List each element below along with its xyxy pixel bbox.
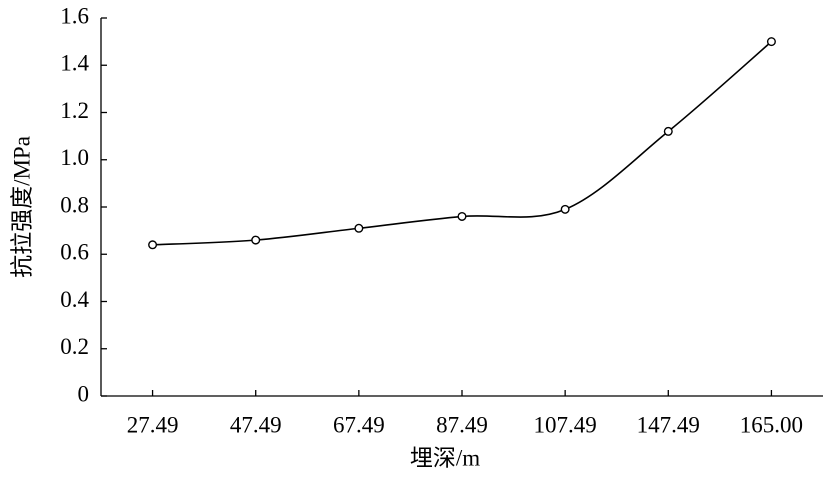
marker: [148, 240, 158, 250]
x-tick-label: 107.49: [534, 412, 597, 437]
marker: [766, 37, 776, 47]
y-tick-label: 1.4: [60, 51, 89, 76]
y-tick-label: 0: [78, 381, 90, 406]
marker: [251, 235, 261, 245]
y-tick-label: 0.8: [60, 192, 89, 217]
x-tick-label: 27.49: [127, 412, 179, 437]
x-axis-label: 埋深/m: [410, 445, 480, 470]
marker: [354, 223, 364, 233]
y-tick-label: 0.4: [60, 287, 89, 312]
y-tick-label: 1.6: [60, 3, 89, 28]
marker: [663, 126, 673, 136]
y-tick-label: 1.2: [60, 98, 89, 123]
y-axis-label: 抗拉强度/MPa: [9, 136, 34, 278]
x-tick-label: 47.49: [230, 412, 282, 437]
x-tick-label: 165.00: [740, 412, 803, 437]
x-tick-label: 87.49: [436, 412, 488, 437]
y-tick-label: 0.2: [60, 334, 89, 359]
y-tick-label: 0.6: [60, 240, 89, 265]
marker: [560, 204, 570, 214]
y-tick-label: 1.0: [60, 145, 89, 170]
marker: [457, 211, 467, 221]
x-tick-label: 67.49: [333, 412, 385, 437]
x-tick-label: 147.49: [637, 412, 700, 437]
